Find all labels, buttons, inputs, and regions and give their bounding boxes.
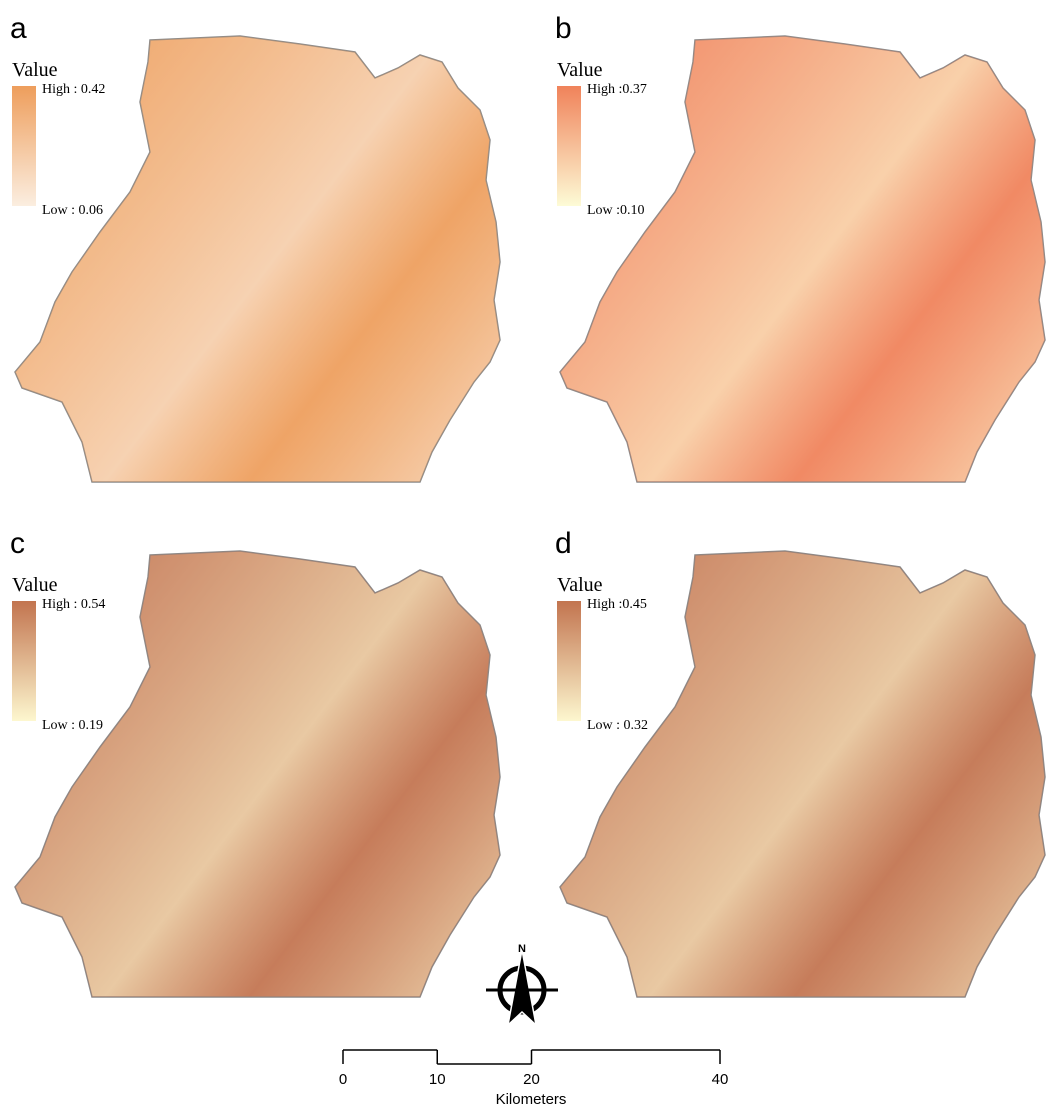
scale-bar: 0 10 20 40 Kilometers [339,1050,729,1108]
figure: N aValueHigh : 0.42Low : 0.06bValueHigh … [0,0,1049,1108]
legend-low: Low :0.10 [587,203,645,218]
panel-label: b [555,12,572,45]
legend-title: Value [12,59,58,81]
legend-title: Value [12,574,58,596]
legend-ramp [12,601,36,721]
study-area-shade [560,551,1045,997]
scale-tick-label: 40 [712,1071,729,1088]
legend-high: High : 0.54 [42,597,105,612]
legend-ramp [557,601,581,721]
scale-tick-label: 20 [523,1071,540,1088]
scale-tick-label: 0 [339,1071,347,1088]
legend-high: High :0.37 [587,82,647,97]
north-arrow: N [486,943,558,1025]
legend-ramp [557,86,581,206]
legend-low: Low : 0.19 [42,718,103,733]
legend-title: Value [557,59,603,81]
legend-title: Value [557,574,603,596]
legend-ramp [12,86,36,206]
legend-high: High : 0.42 [42,82,105,97]
scale-tick-label: 10 [429,1071,446,1088]
panel-label: a [10,12,27,45]
study-area-shade [15,36,500,482]
legend-low: Low : 0.06 [42,203,103,218]
legend-low: Low : 0.32 [587,718,648,733]
panel-label: c [10,527,25,560]
legend-high: High :0.45 [587,597,647,612]
scale-unit: Kilometers [496,1091,567,1108]
panel-label: d [555,527,572,560]
study-area-shade [15,551,500,997]
north-label: N [518,943,526,955]
study-area-shade [560,36,1045,482]
